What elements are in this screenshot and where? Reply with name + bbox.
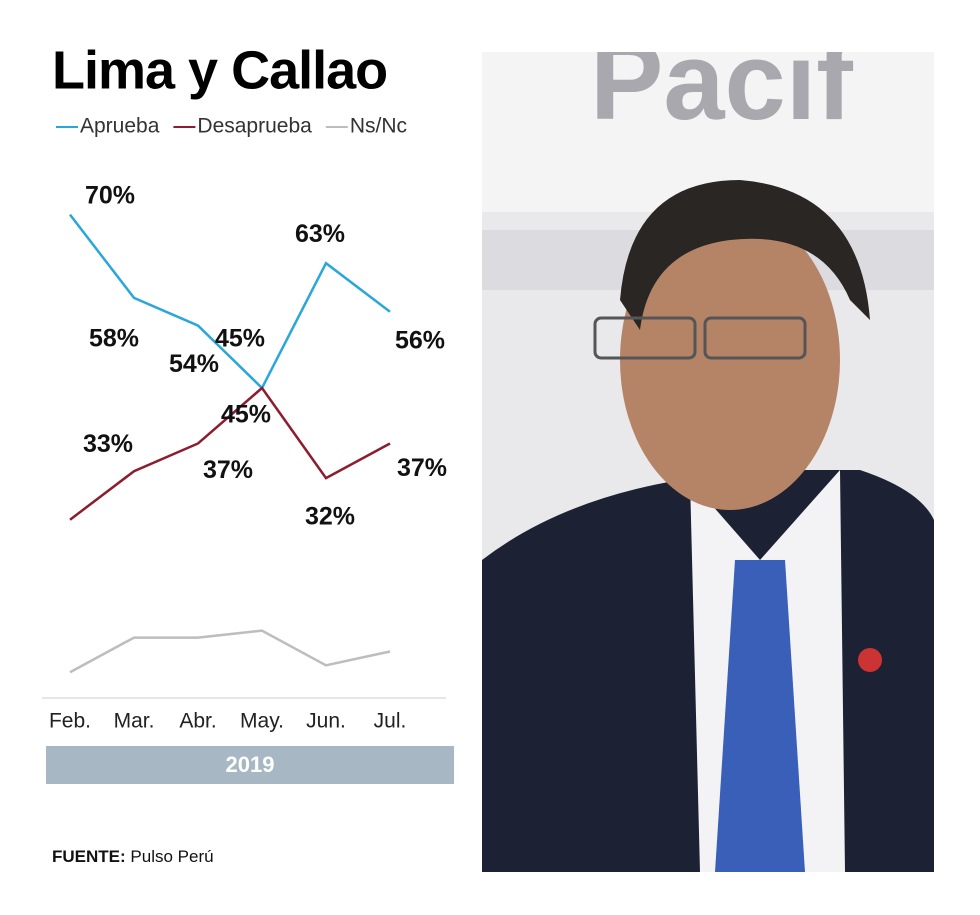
x-tick-label: Feb. [49, 710, 91, 733]
legend-label: Aprueba [80, 115, 160, 138]
source-name: Pulso Perú [130, 847, 213, 866]
photo: Pacif [482, 20, 934, 872]
data-label: 70% [85, 181, 135, 209]
data-label: 54% [169, 350, 219, 378]
data-label: 45% [221, 401, 271, 429]
series-line [69, 386, 391, 521]
data-label: 45% [215, 325, 265, 353]
data-label: 33% [83, 430, 133, 458]
x-tick-label: May. [240, 710, 284, 733]
legend-label: Ns/Nc [350, 115, 407, 138]
source: FUENTE: Pulso Perú [52, 847, 214, 866]
legend: Aprueba Desaprueba Ns/Nc [56, 115, 407, 138]
source-label: FUENTE: [52, 847, 126, 866]
x-tick-label: Mar. [114, 710, 155, 733]
legend-label: Desaprueba [197, 115, 312, 138]
data-label: 63% [295, 220, 345, 248]
x-tick-label: Abr. [179, 710, 216, 733]
series-line [69, 629, 391, 674]
data-label: 56% [395, 326, 445, 354]
year-label: 2019 [226, 752, 275, 777]
data-label: 37% [203, 456, 253, 484]
year-band [46, 746, 454, 784]
data-label: 32% [305, 503, 355, 531]
data-label: 37% [397, 454, 447, 482]
chart-title: Lima y Callao [52, 40, 387, 100]
data-label: 58% [89, 324, 139, 352]
x-tick-label: Jul. [374, 710, 407, 733]
series-line [69, 213, 391, 391]
x-tick-label: Jun. [306, 710, 346, 733]
photo-sign: Pacif [590, 20, 853, 143]
